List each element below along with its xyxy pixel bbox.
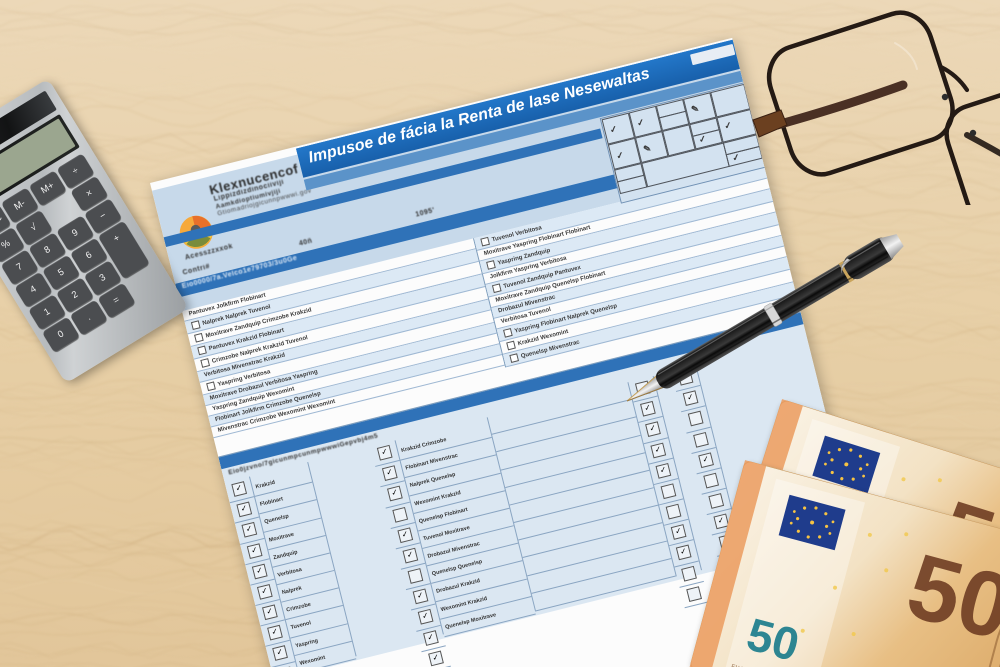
- svg-text:✎: ✎: [642, 143, 652, 155]
- svg-text:✓: ✓: [609, 123, 619, 135]
- svg-text:✓: ✓: [615, 150, 625, 162]
- svg-text:✓: ✓: [731, 152, 741, 164]
- svg-text:✓: ✓: [636, 117, 646, 129]
- svg-text:✓: ✓: [698, 133, 708, 145]
- svg-text:✎: ✎: [690, 103, 700, 115]
- svg-text:✓: ✓: [723, 120, 733, 132]
